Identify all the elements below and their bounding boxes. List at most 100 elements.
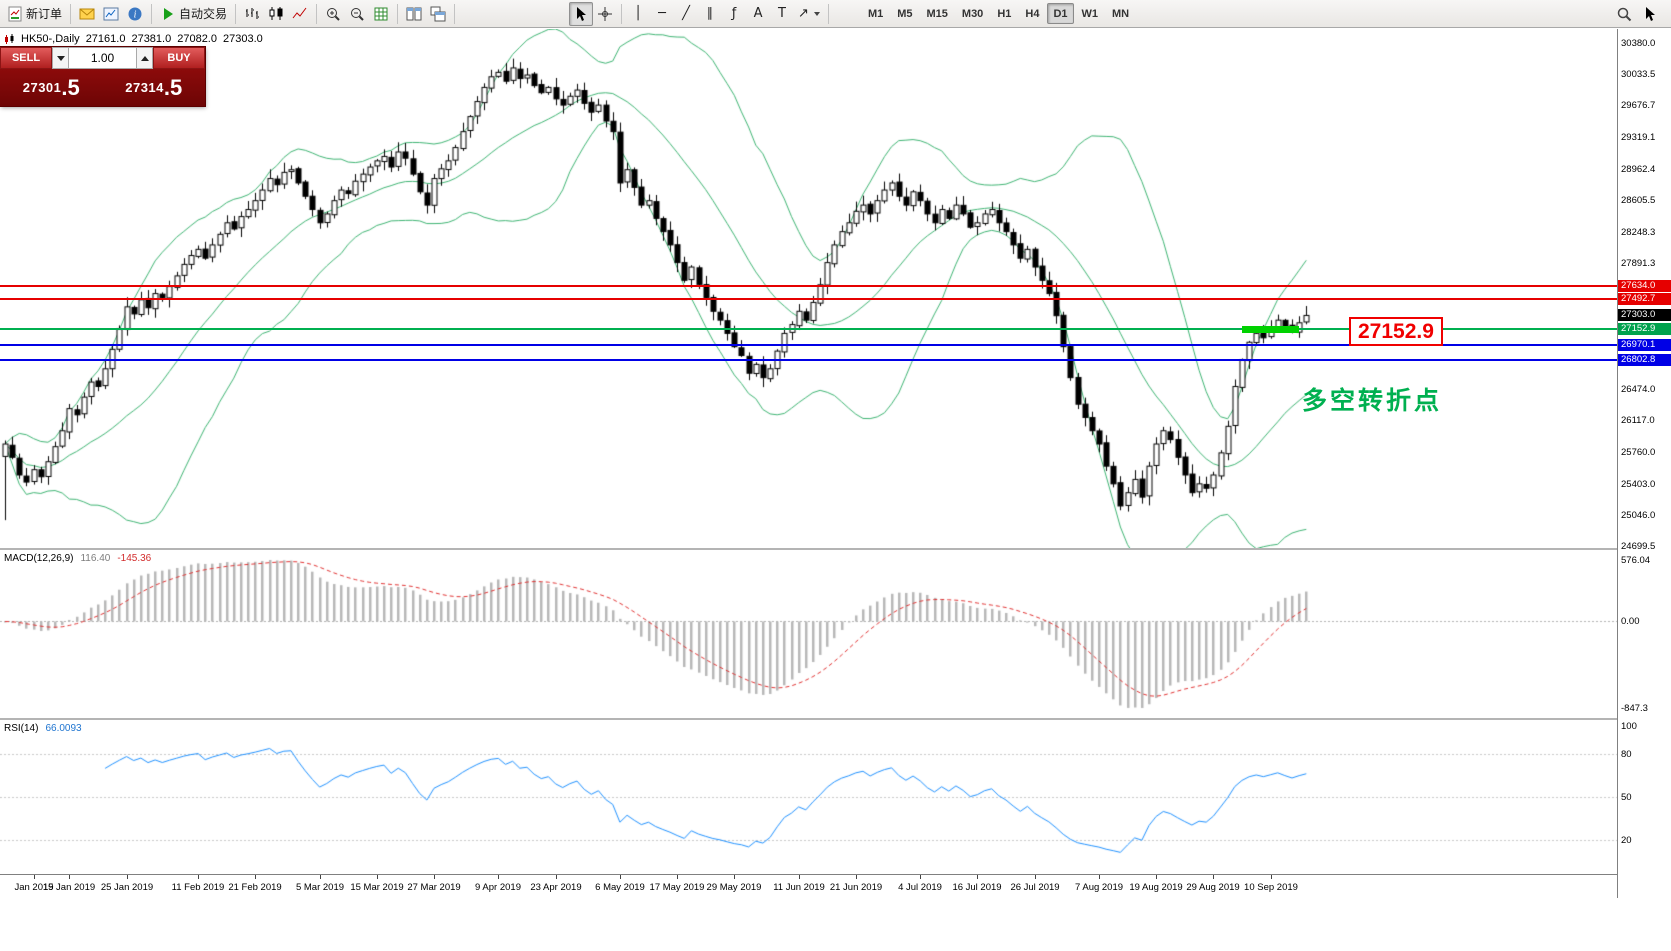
axis-label: 0.00 bbox=[1621, 616, 1640, 628]
channel-tool[interactable]: ∥ bbox=[698, 2, 722, 26]
time-axis-label: 11 Jun 2019 bbox=[773, 882, 825, 893]
axis-label: 29676.7 bbox=[1621, 100, 1656, 112]
time-axis-label: 15 Mar 2019 bbox=[350, 882, 404, 893]
ohlc-close: 27303.0 bbox=[222, 33, 263, 45]
time-axis-label: 27 Mar 2019 bbox=[407, 882, 461, 893]
price-axis[interactable]: 576.04 0.00 -847.3 100 80 50 20 30380.0 30033.5 2… bbox=[1618, 29, 1671, 898]
time-tick bbox=[799, 875, 800, 879]
ohlc-high: 27381.0 bbox=[131, 33, 172, 45]
zoom-in-button[interactable] bbox=[321, 2, 345, 26]
timeframe-m15-button[interactable]: M15 bbox=[926, 7, 948, 20]
timeframe-w1-button[interactable]: W1 bbox=[1081, 7, 1099, 20]
time-axis[interactable]: Jan 2019 15 Jan 2019 25 Jan 2019 11 Feb 201… bbox=[0, 875, 1617, 898]
fibonacci-tool[interactable]: ƒ bbox=[722, 2, 746, 26]
cascade-windows-button[interactable] bbox=[426, 2, 450, 26]
level-line-26970.1[interactable] bbox=[0, 343, 1617, 346]
time-axis-label: Jan 2019 bbox=[14, 882, 54, 893]
time-tick bbox=[127, 875, 128, 879]
axis-label: 26474.0 bbox=[1621, 383, 1656, 395]
time-axis-label: 21 Feb 2019 bbox=[228, 882, 282, 893]
label-tool-glyph: T bbox=[778, 6, 786, 21]
macd-signal-value: -145.36 bbox=[117, 553, 152, 564]
time-axis-label: 10 Sep 2019 bbox=[1244, 882, 1298, 893]
text-tool[interactable]: A bbox=[746, 2, 770, 26]
pivot-point-note[interactable]: 多空转折点 bbox=[1302, 387, 1443, 415]
tile-windows-button[interactable] bbox=[402, 2, 426, 26]
vertical-line-tool-glyph: │ bbox=[634, 6, 642, 21]
volume-down-button[interactable] bbox=[52, 47, 69, 69]
axis-label: 576.04 bbox=[1621, 555, 1651, 566]
level-line-27492.7[interactable] bbox=[0, 297, 1617, 300]
cursor-button[interactable] bbox=[569, 1, 594, 26]
toolbar-separator bbox=[454, 3, 456, 24]
toolbar-separator bbox=[70, 3, 72, 24]
timeframe-m30-button[interactable]: M30 bbox=[961, 7, 984, 20]
time-axis-label: 4 Jul 2019 bbox=[898, 882, 942, 893]
new-order-button-label: 新订单 bbox=[26, 7, 63, 21]
toolbar-separator bbox=[235, 3, 237, 24]
axis-label: 50 bbox=[1621, 792, 1632, 803]
price-chart-canvas[interactable] bbox=[0, 29, 1617, 548]
candlestick-mode-button[interactable] bbox=[264, 2, 288, 26]
price-tag-27303.0: 27303.0 bbox=[1618, 309, 1671, 322]
support-highlight-segment[interactable] bbox=[1241, 325, 1300, 333]
macd-panel-canvas[interactable] bbox=[0, 550, 1617, 718]
price-axis-border bbox=[1617, 29, 1618, 898]
toolbar-separator bbox=[397, 3, 399, 24]
sell-price-display: 27301.5 bbox=[22, 74, 80, 100]
line-chart-mode-button[interactable] bbox=[288, 2, 312, 26]
horizontal-line-tool[interactable]: ─ bbox=[650, 2, 674, 26]
arrow-objects-tool[interactable]: ↗ bbox=[794, 2, 824, 26]
market-watch-button[interactable] bbox=[99, 2, 123, 26]
level-line-27634[interactable] bbox=[0, 285, 1617, 288]
macd-main-value: 116.40 bbox=[80, 553, 111, 564]
label-tool[interactable]: T bbox=[770, 2, 794, 26]
ohlc-low: 27082.0 bbox=[177, 33, 217, 45]
buy-button[interactable]: BUY bbox=[153, 47, 205, 69]
rsi-panel-separator[interactable] bbox=[0, 718, 1671, 720]
timeframe-h1-button[interactable]: H1 bbox=[997, 7, 1012, 20]
level-line-27152.9[interactable] bbox=[0, 327, 1617, 330]
vertical-line-tool[interactable]: │ bbox=[626, 2, 650, 26]
time-axis-label: 29 Aug 2019 bbox=[1186, 882, 1240, 893]
time-axis-label: 5 Mar 2019 bbox=[295, 882, 345, 893]
info-icon: i bbox=[127, 6, 143, 22]
price-level-annotation[interactable]: 27152.9 bbox=[1349, 317, 1443, 346]
bar-chart-mode-button[interactable] bbox=[240, 2, 264, 26]
crosshair-button[interactable] bbox=[593, 2, 617, 26]
macd-name: MACD(12,26,9) bbox=[4, 553, 74, 564]
triangle-up-icon bbox=[140, 55, 149, 61]
grid-button[interactable] bbox=[369, 2, 393, 26]
search-button[interactable] bbox=[1612, 2, 1636, 26]
level-line-26802.8[interactable] bbox=[0, 358, 1617, 361]
timeframe-d1-button[interactable]: D1 bbox=[1047, 3, 1074, 24]
timeframe-m5-button[interactable]: M5 bbox=[897, 7, 913, 20]
mail-button[interactable] bbox=[75, 2, 99, 26]
axis-label: 25403.0 bbox=[1621, 478, 1656, 490]
pointer-button[interactable] bbox=[1638, 2, 1662, 26]
axis-label: 80 bbox=[1621, 749, 1632, 761]
rsi-panel-canvas[interactable] bbox=[0, 720, 1617, 874]
time-axis-border bbox=[0, 874, 1671, 875]
timeframe-h4-button[interactable]: H4 bbox=[1025, 7, 1040, 20]
new-order-button[interactable]: 新订单 bbox=[3, 2, 66, 26]
time-tick bbox=[34, 875, 35, 879]
zoom-out-button[interactable] bbox=[345, 2, 369, 26]
cascade-icon bbox=[430, 6, 446, 22]
time-tick bbox=[69, 875, 70, 879]
volume-up-button[interactable] bbox=[136, 47, 153, 69]
auto-trading-button[interactable]: 自动交易 bbox=[156, 2, 231, 26]
timeframe-mn-button[interactable]: MN bbox=[1112, 7, 1130, 20]
sell-button[interactable]: SELL bbox=[0, 47, 52, 69]
one-click-trading-widget: SELL 1.00 BUY 27301.5 27314.5 bbox=[0, 47, 205, 106]
time-tick bbox=[977, 875, 978, 879]
trendline-tool-glyph: ╱ bbox=[682, 6, 690, 21]
macd-panel-separator[interactable] bbox=[0, 548, 1671, 550]
zoom-in-icon bbox=[325, 6, 341, 22]
data-window-button[interactable]: i bbox=[123, 2, 147, 26]
timeframe-m1-button[interactable]: M1 bbox=[867, 7, 884, 20]
volume-input[interactable]: 1.00 bbox=[69, 47, 136, 69]
cursor-icon bbox=[1642, 6, 1658, 22]
trendline-tool[interactable]: ╱ bbox=[674, 2, 698, 26]
axis-label: 29319.1 bbox=[1621, 132, 1656, 144]
